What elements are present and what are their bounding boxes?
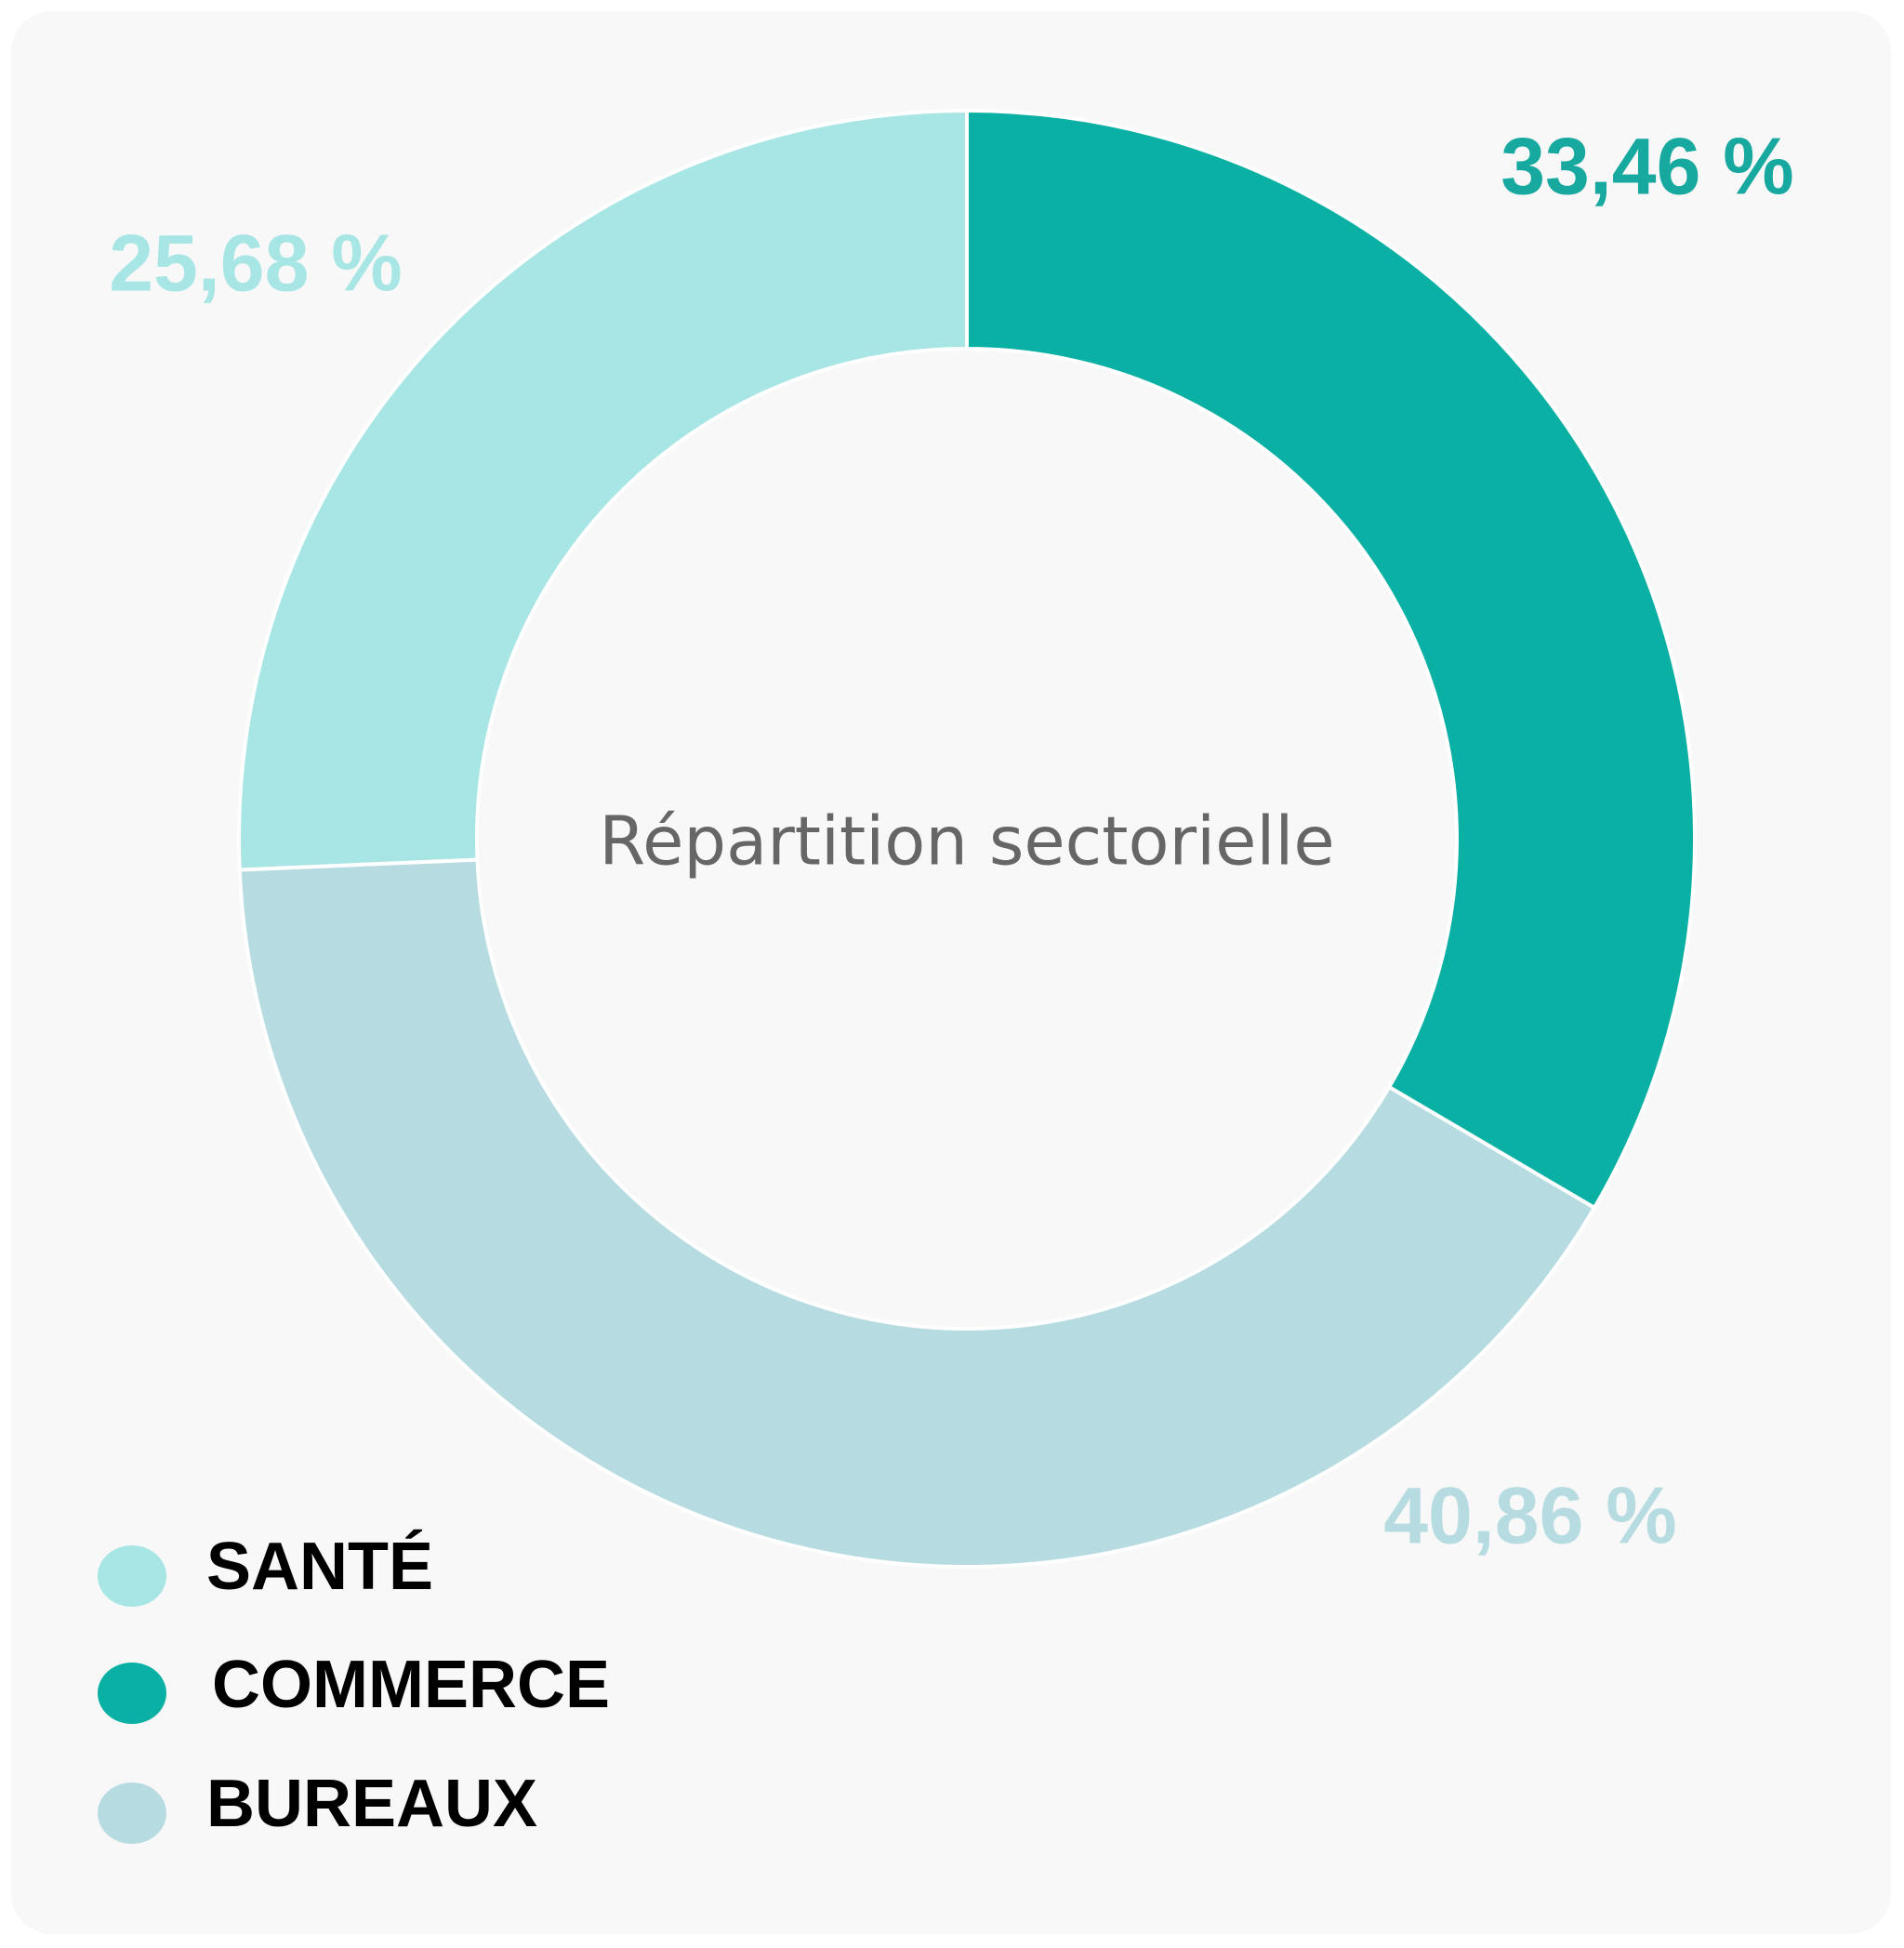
legend-label-sante: SANTÉ [206,1530,434,1604]
slice-label-commerce: 33,46 % [1501,123,1794,212]
slice-label-bureaux: 40,86 % [1383,1472,1677,1561]
legend-item-bureaux: BUREAUX [95,1767,746,1844]
slice-bureaux [237,857,1597,1569]
legend-swatch-sante [98,1545,166,1607]
legend-label-commerce: COMMERCE [212,1648,610,1722]
slice-labels: 33,46 % 40,86 % 25,68 % [109,123,1794,1561]
legend-swatch-commerce [98,1663,166,1724]
slice-commerce [965,108,1697,1211]
legend-item-sante: SANTÉ [95,1530,746,1607]
slice-label-sant: 25,68 % [109,219,403,309]
legend-swatch-bureaux [98,1782,166,1844]
donut-slices [237,108,1697,1569]
slice-sant [237,108,969,872]
center-title: Répartition sectorielle [599,802,1334,881]
legend-label-bureaux: BUREAUX [206,1767,538,1841]
legend-item-commerce: COMMERCE [95,1648,746,1724]
